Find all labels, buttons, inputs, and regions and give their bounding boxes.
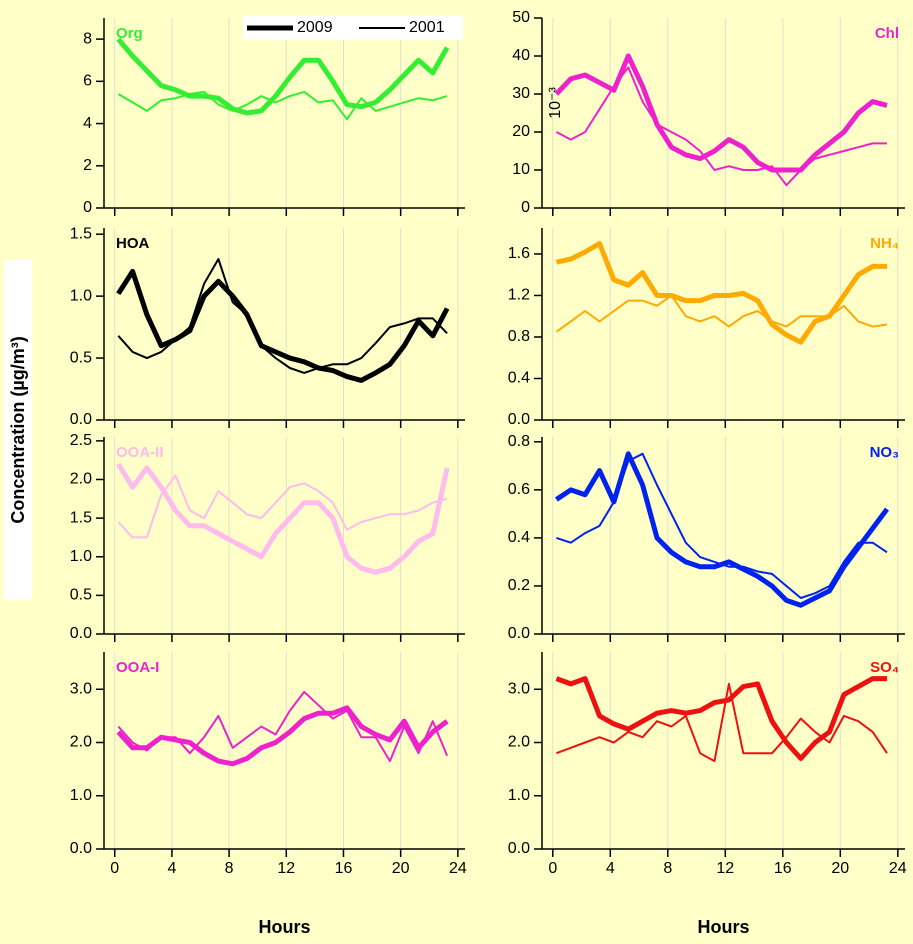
ylabel-box (4, 260, 32, 600)
x-tick-label: 12 (277, 860, 295, 877)
y-tick-label: 0.0 (508, 411, 530, 428)
y-tick-label: 0.4 (508, 529, 530, 546)
series-line (117, 258, 448, 374)
series-line (556, 682, 888, 763)
legend-label: 2009 (297, 19, 333, 36)
y-tick-label: 0 (83, 199, 92, 216)
x-tick-label: 8 (225, 860, 234, 877)
x-tick-label: 4 (167, 860, 176, 877)
y-tick-label: 6 (83, 73, 92, 90)
series-line (555, 66, 887, 187)
series-line (117, 690, 449, 763)
y-tick-label: 3.0 (70, 680, 92, 697)
series-line (117, 90, 448, 121)
x-tick-label: 8 (663, 860, 672, 877)
y-tick-label: 1.5 (70, 225, 92, 242)
x-tick-label: 0 (548, 860, 557, 877)
series-line (555, 241, 887, 345)
y-tick-label: 1.0 (508, 787, 530, 804)
panel-label: Chl (875, 25, 899, 42)
y-tick-label: 0.0 (508, 625, 530, 642)
y-tick-label: 1.6 (508, 245, 530, 262)
panel-label: SO₄ (870, 659, 899, 676)
y-tick-label: 1.0 (70, 548, 92, 565)
y-tick-label: 20 (512, 123, 530, 140)
series-line (116, 37, 450, 116)
x-tick-label: 24 (889, 860, 907, 877)
y-tick-label: 2 (83, 157, 92, 174)
annotation: 10⁻³ (547, 87, 564, 119)
y-tick-label: 0.2 (508, 577, 530, 594)
y-tick-label: 1.2 (508, 287, 530, 304)
y-tick-label: 50 (512, 9, 530, 26)
y-tick-label: 2.0 (508, 734, 530, 751)
panel-label: OOA-II (116, 444, 164, 461)
series-line (555, 676, 887, 761)
y-tick-label: 0.0 (508, 840, 530, 857)
x-tick-label: 20 (831, 860, 849, 877)
y-tick-label: 3.0 (508, 680, 530, 697)
x-tick-label: 16 (774, 860, 792, 877)
y-tick-label: 0.6 (508, 481, 530, 498)
y-tick-label: 0.5 (70, 349, 92, 366)
series-line (555, 294, 888, 333)
series-line (116, 705, 449, 767)
y-tick-label: 1.5 (70, 509, 92, 526)
y-tick-label: 10 (512, 161, 530, 178)
x-tick-label: 0 (110, 860, 119, 877)
y-tick-label: 0.0 (70, 840, 92, 857)
x-tick-label: 24 (449, 860, 467, 877)
series-line (117, 474, 448, 539)
x-axis-label: Hours (258, 917, 310, 937)
legend-label: 2001 (409, 19, 445, 36)
x-tick-label: 20 (392, 860, 410, 877)
panel-label: OOA-I (116, 659, 159, 676)
y-tick-label: 2.5 (70, 432, 92, 449)
x-tick-label: 4 (606, 860, 615, 877)
y-tick-label: 4 (83, 115, 92, 132)
y-tick-label: 0.8 (508, 328, 530, 345)
y-tick-label: 0 (521, 199, 530, 216)
y-tick-label: 1.0 (70, 287, 92, 304)
panel-label: HOA (116, 235, 150, 252)
series-line (116, 462, 450, 575)
y-tick-label: 1.0 (70, 787, 92, 804)
y-tick-label: 2.0 (70, 471, 92, 488)
y-tick-label: 8 (83, 30, 92, 47)
series-line (556, 452, 888, 599)
panel-label: Org (116, 25, 143, 42)
y-tick-label: 2.0 (70, 734, 92, 751)
x-axis-label: Hours (697, 917, 749, 937)
y-tick-label: 40 (512, 47, 530, 64)
y-tick-label: 0.0 (70, 625, 92, 642)
y-tick-label: 0.0 (70, 411, 92, 428)
panel-label: NH₄ (870, 235, 899, 252)
y-tick-label: 0.8 (508, 433, 530, 450)
y-tick-label: 30 (512, 85, 530, 102)
panel-label: NO₃ (870, 444, 900, 461)
x-tick-label: 16 (335, 860, 353, 877)
y-tick-label: 0.5 (70, 587, 92, 604)
x-tick-label: 12 (716, 860, 734, 877)
y-axis-label: Concentration (µg/m³) (8, 336, 28, 523)
y-tick-label: 0.4 (508, 370, 530, 387)
